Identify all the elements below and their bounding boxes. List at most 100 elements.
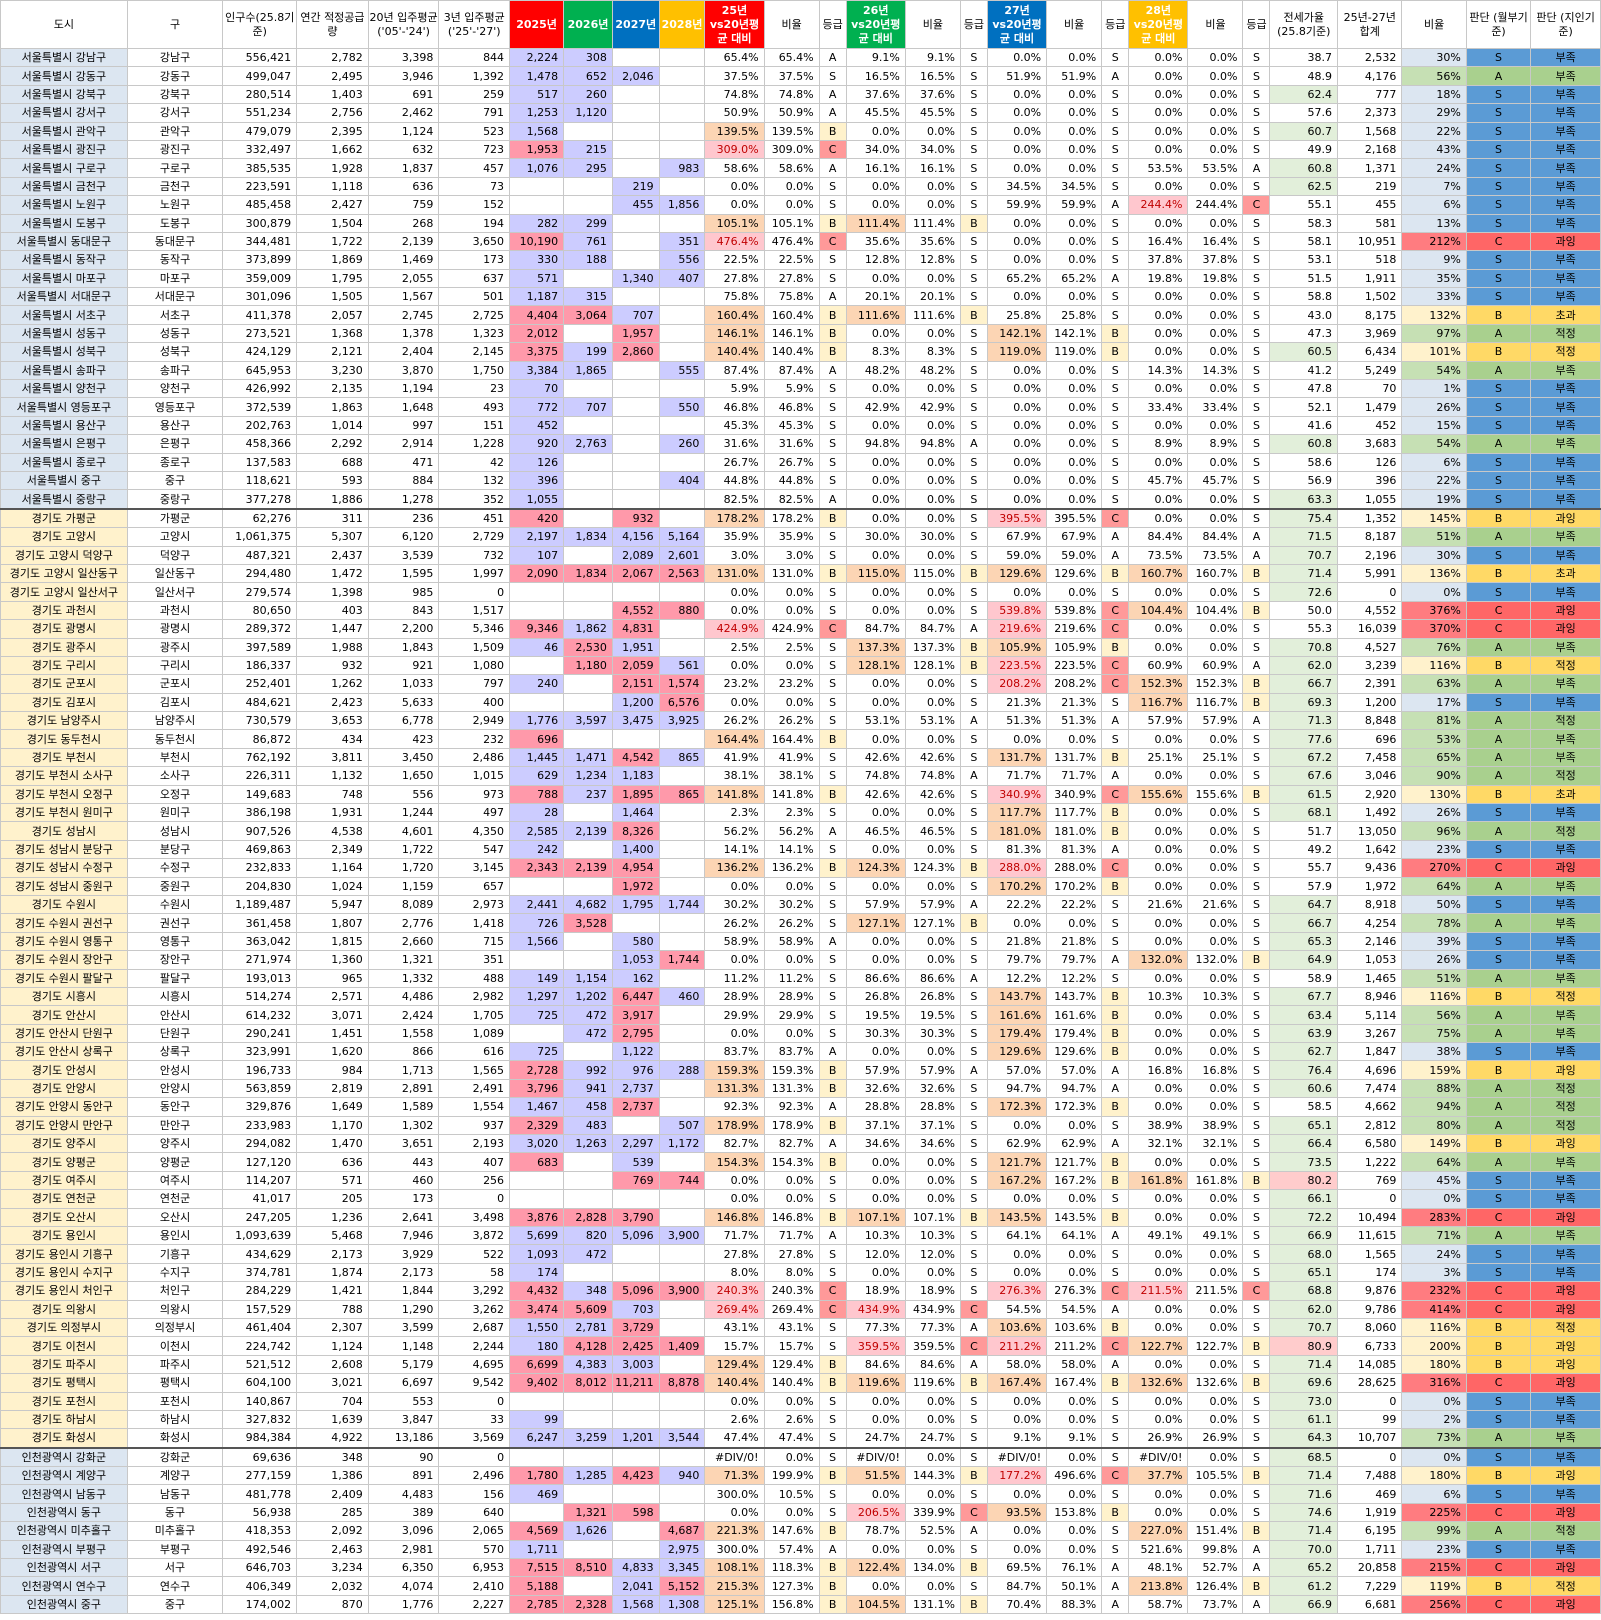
cell-ratio-28[interactable]: 0.0% [1187, 489, 1244, 510]
cell-y2025[interactable]: 242 [509, 839, 565, 860]
cell-jeonse[interactable]: 55.3 [1269, 619, 1339, 639]
cell-district[interactable]: 강남구 [126, 47, 224, 68]
cell-ratio-28[interactable]: 0.0% [1187, 1317, 1244, 1338]
cell-total-ratio[interactable]: 56% [1401, 66, 1467, 86]
cell-y2026[interactable] [563, 452, 613, 472]
cell-judgment-jiin[interactable]: 부족 [1530, 139, 1601, 160]
cell-y2028[interactable] [658, 84, 706, 105]
cell-vs-26[interactable]: 30.0% [845, 527, 906, 547]
cell-vs-27[interactable]: 119.0% [986, 342, 1048, 362]
cell-annual-supply[interactable]: 1,470 [296, 1134, 369, 1154]
cell-vs-25[interactable]: 45.3% [704, 415, 765, 436]
cell-vs-27[interactable]: 71.7% [986, 766, 1048, 786]
cell-y2028[interactable] [658, 47, 706, 68]
cell-vs-25[interactable]: 11.2% [704, 968, 765, 988]
cell-ratio-26[interactable]: 0.0% [904, 1189, 961, 1209]
cell-vs-25[interactable]: 26.7% [704, 452, 765, 472]
cell-y2026[interactable]: 2,828 [563, 1207, 613, 1228]
cell-vs-26[interactable]: 35.6% [845, 231, 906, 252]
cell-annual-supply[interactable]: 1,262 [296, 674, 369, 694]
cell-grade-25[interactable]: S [818, 1484, 847, 1504]
cell-grade-27[interactable]: S [1101, 379, 1130, 399]
cell-vs-28[interactable]: 0.0% [1128, 139, 1189, 160]
cell-population[interactable]: 344,481 [222, 231, 298, 252]
cell-grade-26[interactable]: S [959, 397, 988, 417]
cell-ratio-28[interactable]: 52.7% [1187, 1558, 1244, 1578]
cell-ratio-27[interactable]: 103.6% [1046, 1317, 1103, 1338]
cell-avg-20yr[interactable]: 6,350 [367, 1558, 440, 1578]
cell-city[interactable]: 경기도 남양주시 [0, 711, 128, 731]
cell-annual-supply[interactable]: 2,782 [296, 47, 369, 68]
cell-avg-3yr[interactable]: 937 [438, 1115, 511, 1136]
cell-city[interactable]: 서울특별시 도봉구 [0, 213, 128, 233]
cell-avg-3yr[interactable]: 2,491 [438, 1078, 511, 1099]
cell-ratio-27[interactable]: 22.2% [1046, 894, 1103, 915]
cell-vs-28[interactable]: 104.4% [1128, 600, 1189, 621]
cell-jeonse[interactable]: 60.8 [1269, 158, 1339, 178]
cell-avg-20yr[interactable]: 2,424 [367, 1005, 440, 1025]
cell-y2028[interactable]: 1,308 [658, 1594, 706, 1615]
cell-ratio-27[interactable]: 143.5% [1046, 1207, 1103, 1228]
cell-grade-27[interactable]: A [1101, 195, 1130, 215]
cell-annual-supply[interactable]: 1,360 [296, 950, 369, 970]
cell-population[interactable]: 411,378 [222, 305, 298, 325]
cell-avg-3yr[interactable]: 0 [438, 1189, 511, 1209]
cell-ratio-26[interactable]: 0.0% [904, 452, 961, 472]
cell-annual-supply[interactable]: 2,571 [296, 986, 369, 1007]
cell-y2027[interactable]: 3,003 [611, 1354, 660, 1375]
cell-vs-28[interactable]: 0.0% [1128, 1189, 1189, 1209]
cell-judgment-jiin[interactable]: 부족 [1530, 545, 1601, 565]
cell-population[interactable]: 385,535 [222, 158, 298, 178]
cell-population[interactable]: 484,621 [222, 692, 298, 713]
cell-y2026[interactable] [563, 195, 613, 215]
cell-population[interactable]: 202,763 [222, 415, 298, 436]
cell-y2025[interactable]: 6,247 [509, 1428, 565, 1449]
cell-ratio-26[interactable]: 127.1% [904, 913, 961, 933]
cell-judgment-wolbu[interactable]: A [1465, 1097, 1532, 1117]
cell-ratio-28[interactable]: 0.0% [1187, 1244, 1244, 1264]
cell-grade-27[interactable]: S [1101, 139, 1130, 160]
cell-grade-27[interactable]: S [1101, 434, 1130, 454]
cell-grade-25[interactable]: S [818, 913, 847, 933]
cell-ratio-26[interactable]: 32.6% [904, 1078, 961, 1099]
cell-avg-3yr[interactable]: 3,262 [438, 1299, 511, 1319]
cell-avg-20yr[interactable]: 891 [367, 1466, 440, 1486]
cell-avg-20yr[interactable]: 2,462 [367, 103, 440, 123]
cell-grade-28[interactable]: S [1242, 968, 1271, 988]
cell-vs-25[interactable]: 3.0% [704, 545, 765, 565]
cell-y2025[interactable]: 1,467 [509, 1097, 565, 1117]
cell-total-25-27[interactable]: 2,168 [1337, 139, 1403, 160]
cell-district[interactable]: 연천군 [126, 1189, 224, 1209]
cell-ratio-28[interactable]: 37.8% [1187, 250, 1244, 270]
cell-total-25-27[interactable]: 2,812 [1337, 1115, 1403, 1136]
header-25-27-total[interactable]: 25년-27년 합계 [1337, 0, 1403, 49]
cell-city[interactable]: 경기도 용인시 처인구 [0, 1281, 128, 1301]
cell-total-ratio[interactable]: 65% [1401, 747, 1467, 768]
cell-total-25-27[interactable]: 452 [1337, 415, 1403, 436]
cell-judgment-jiin[interactable]: 부족 [1530, 674, 1601, 694]
cell-judgment-wolbu[interactable]: B [1465, 1466, 1532, 1486]
cell-city[interactable]: 인천광역시 부평구 [0, 1539, 128, 1560]
cell-population[interactable]: 232,833 [222, 858, 298, 878]
cell-grade-25[interactable]: B [818, 121, 847, 141]
cell-y2027[interactable]: 6,447 [611, 986, 660, 1007]
cell-y2025[interactable] [509, 655, 565, 676]
cell-ratio-28[interactable]: 0.0% [1187, 1189, 1244, 1209]
cell-population[interactable]: 329,876 [222, 1097, 298, 1117]
cell-grade-25[interactable]: S [818, 803, 847, 823]
cell-annual-supply[interactable]: 2,409 [296, 1484, 369, 1504]
cell-ratio-25[interactable]: 26.2% [763, 711, 820, 731]
cell-annual-supply[interactable]: 1,886 [296, 489, 369, 510]
cell-avg-3yr[interactable]: 637 [438, 268, 511, 289]
cell-y2025[interactable] [509, 195, 565, 215]
cell-grade-26[interactable]: A [959, 619, 988, 639]
cell-grade-27[interactable]: S [1101, 231, 1130, 252]
cell-jeonse[interactable]: 70.0 [1269, 1539, 1339, 1560]
cell-city[interactable]: 경기도 광주시 [0, 637, 128, 657]
cell-avg-20yr[interactable]: 1,378 [367, 323, 440, 344]
cell-jeonse[interactable]: 72.2 [1269, 1207, 1339, 1228]
cell-annual-supply[interactable]: 1,236 [296, 1207, 369, 1228]
header-city[interactable]: 도시 [0, 0, 128, 49]
cell-ratio-25[interactable]: 82.5% [763, 489, 820, 510]
cell-judgment-jiin[interactable]: 부족 [1530, 1391, 1601, 1411]
